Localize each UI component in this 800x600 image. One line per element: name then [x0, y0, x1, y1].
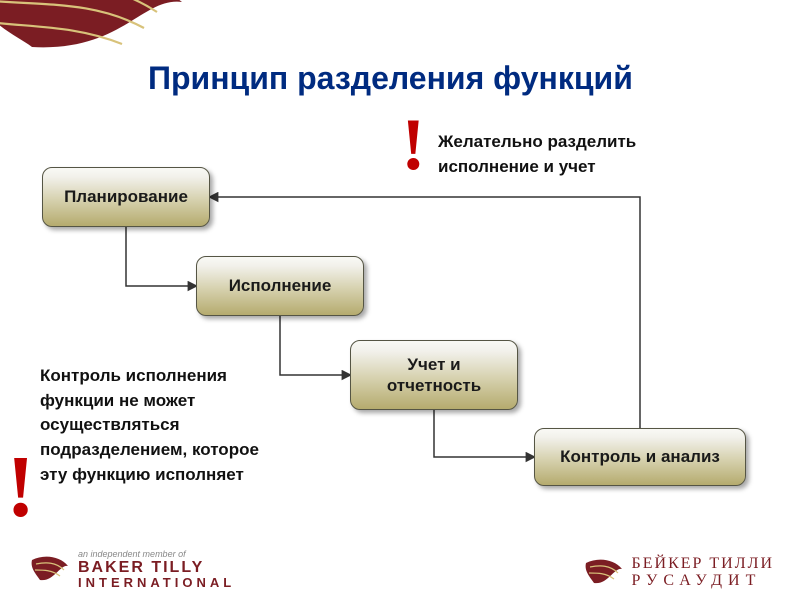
logo-right-line1: БЕЙКЕР ТИЛЛИ: [632, 556, 774, 573]
annotation-top: Желательно разделить исполнение и учет: [438, 130, 636, 179]
swoosh-icon: [584, 557, 624, 589]
logo-baker-tilly-rusaudit: БЕЙКЕР ТИЛЛИ РУСАУДИТ: [584, 556, 774, 590]
page-title: Принцип разделения функций: [148, 60, 633, 97]
flow-node-n3: Учет и отчетность: [350, 340, 518, 410]
edge-n3-n4: [434, 410, 534, 457]
logo-left-line3: INTERNATIONAL: [78, 576, 235, 590]
logo-right-line2: РУСАУДИТ: [632, 573, 774, 590]
annotation-bottom: Контроль исполнения функции не может осу…: [40, 364, 259, 487]
logo-baker-tilly-intl: an independent member of BAKER TILLY INT…: [30, 550, 235, 590]
exclamation-top: !: [401, 112, 426, 179]
swoosh-icon: [30, 554, 70, 586]
edge-n2-n3: [280, 316, 350, 375]
flow-node-n1: Планирование: [42, 167, 210, 227]
logo-left-line2: BAKER TILLY: [78, 560, 235, 577]
flow-node-n4: Контроль и анализ: [534, 428, 746, 486]
flow-node-n2: Исполнение: [196, 256, 364, 316]
edge-n1-n2: [126, 227, 196, 286]
exclamation-bottom: !: [6, 448, 35, 527]
